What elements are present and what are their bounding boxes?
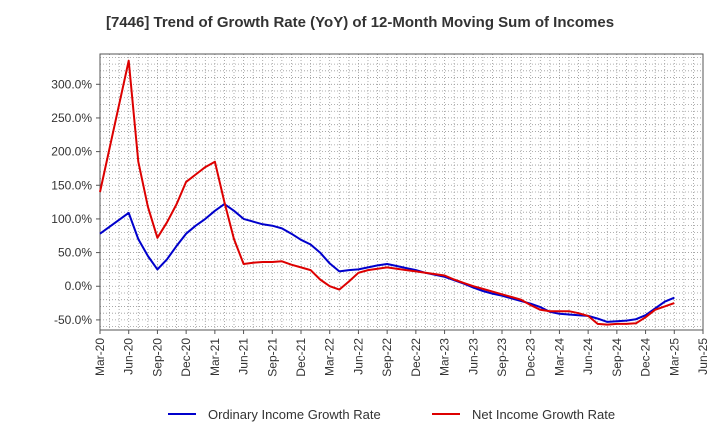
x-tick-label: Jun-20	[122, 338, 136, 375]
x-tick-label: Jun-23	[466, 338, 480, 375]
y-tick-label: 50.0%	[58, 246, 92, 260]
y-tick-label: -50.0%	[54, 313, 92, 327]
x-tick-label: Sep-24	[610, 338, 624, 377]
x-tick-label: Sep-22	[380, 338, 394, 377]
x-tick-label: Mar-23	[438, 338, 452, 376]
x-tick-label: Sep-20	[150, 338, 164, 377]
x-tick-label: Sep-21	[265, 338, 279, 377]
x-tick-label: Dec-20	[179, 338, 193, 377]
x-tick-label: Mar-22	[323, 338, 337, 376]
legend-label: Ordinary Income Growth Rate	[208, 407, 381, 422]
legend: Ordinary Income Growth Rate Net Income Gr…	[168, 407, 615, 422]
x-axis-ticks: Mar-20 Jun-20 Sep-20 Dec-20 Mar-21 Jun-21 Sep-…	[93, 330, 710, 377]
x-tick-label: Mar-25	[667, 338, 681, 376]
net-income-growth-line	[99, 59, 675, 326]
grid	[100, 54, 703, 330]
x-tick-label: Jun-22	[351, 338, 365, 375]
y-tick-label: 300.0%	[51, 77, 92, 91]
y-tick-label: 100.0%	[51, 212, 92, 226]
x-tick-label: Dec-23	[524, 338, 538, 377]
y-tick-label: 0.0%	[65, 279, 93, 293]
y-axis-ticks: -50.0% 0.0% 50.0% 100.0% 150.0% 200.0% 250.0% 3…	[51, 77, 100, 327]
y-tick-label: 150.0%	[51, 178, 92, 192]
x-tick-label: Mar-21	[208, 338, 222, 376]
ordinary-income-growth-line	[99, 203, 675, 323]
x-tick-label: Dec-21	[294, 338, 308, 377]
y-tick-label: 250.0%	[51, 111, 92, 125]
series-lines	[99, 59, 675, 326]
x-tick-label: Sep-23	[495, 338, 509, 377]
x-tick-label: Dec-24	[639, 338, 653, 377]
y-tick-label: 200.0%	[51, 145, 92, 159]
chart-title: [7446] Trend of Growth Rate (YoY) of 12-…	[105, 14, 615, 31]
x-tick-label: Mar-20	[93, 338, 107, 376]
x-tick-label: Jun-24	[581, 338, 595, 375]
legend-label: Net Income Growth Rate	[472, 407, 615, 422]
x-tick-label: Jun-25	[696, 338, 710, 375]
x-tick-label: Mar-24	[552, 338, 566, 376]
x-tick-label: Jun-21	[237, 338, 251, 375]
x-tick-label: Dec-22	[409, 338, 423, 377]
